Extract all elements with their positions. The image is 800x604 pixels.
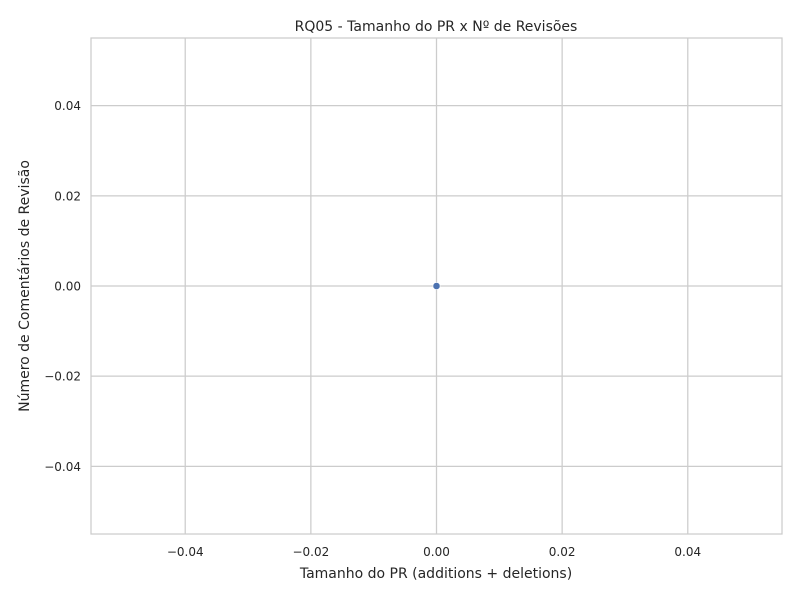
y-tick-label: −0.02 (44, 370, 81, 384)
x-tick-labels: −0.04 −0.02 0.00 0.02 0.04 (167, 545, 701, 559)
chart-title: RQ05 - Tamanho do PR x Nº de Revisões (295, 19, 578, 35)
y-tick-label: 0.02 (54, 189, 81, 203)
y-axis-label: Número de Comentários de Revisão (17, 160, 33, 412)
x-tick-label: 0.02 (549, 545, 576, 559)
plot-frame (90, 37, 783, 535)
y-tick-label: 0.00 (54, 280, 81, 294)
x-tick-label: −0.02 (292, 545, 329, 559)
x-tick-label: 0.00 (423, 545, 450, 559)
x-tick-label: 0.04 (674, 545, 701, 559)
x-axis-label: Tamanho do PR (additions + deletions) (299, 566, 572, 582)
x-tick-label: −0.04 (167, 545, 204, 559)
scatter-point (432, 282, 441, 290)
grid-lines (91, 38, 782, 534)
y-tick-label: −0.04 (44, 460, 81, 474)
y-tick-labels: 0.04 0.02 0.00 −0.02 −0.04 (44, 99, 81, 474)
y-tick-label: 0.04 (54, 99, 81, 113)
data-points (432, 282, 441, 290)
